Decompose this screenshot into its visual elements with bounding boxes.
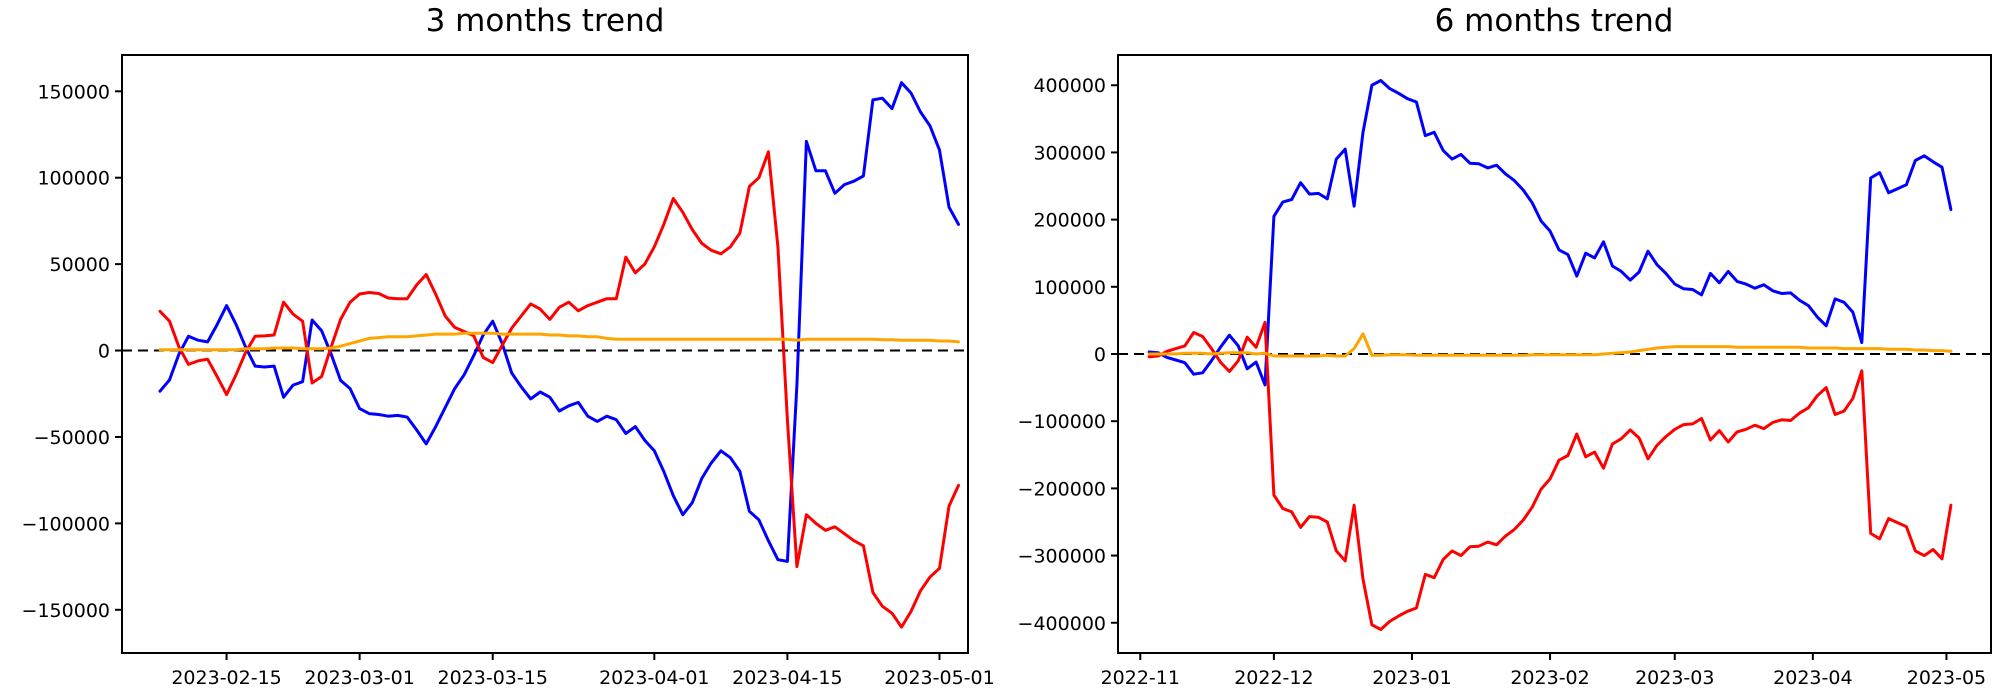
series-line-red — [1147, 320, 1953, 631]
y-tick-label: 0 — [1094, 344, 1106, 366]
series-line-blue — [158, 81, 960, 563]
x-tick-label: 2023-02-15 — [171, 667, 281, 689]
y-tick-label: 150000 — [37, 81, 110, 103]
y-tick-label: 50000 — [50, 254, 110, 276]
series-line-orange — [1147, 332, 1953, 358]
subplot-1: 2022-11 2022-12 2023-01 2023-02 2023-03 2023-… — [1018, 54, 1992, 689]
x-tick-label: 2023-02 — [1510, 667, 1589, 689]
y-tick-label: 300000 — [1033, 142, 1106, 164]
y-tick-label: −150000 — [22, 600, 110, 622]
y-tick-label: −400000 — [1018, 613, 1106, 635]
subplot-0: 2023-02-15 2023-03-01 2023-03-15 2023-04-01… — [22, 54, 995, 689]
x-tick-label: 2022-12 — [1234, 667, 1313, 689]
plot-border — [121, 54, 969, 654]
y-tick-label: 100000 — [37, 168, 110, 190]
x-tick-label: 2023-04-01 — [599, 667, 709, 689]
chart-title-3-months: 3 months trend — [425, 3, 665, 39]
y-tick-label: −300000 — [1018, 546, 1106, 568]
series-line-red — [158, 150, 960, 629]
x-tick-label: 2023-03-01 — [304, 667, 414, 689]
x-tick-label: 2022-11 — [1101, 667, 1180, 689]
series-line-orange — [158, 331, 960, 352]
y-tick-label: 100000 — [1033, 277, 1106, 299]
x-tick-label: 2023-05-01 — [884, 667, 994, 689]
y-tick-label: 200000 — [1033, 210, 1106, 232]
x-tick-label: 2023-04 — [1773, 667, 1852, 689]
y-tick-label: −100000 — [22, 513, 110, 535]
x-tick-label: 2023-05 — [1907, 667, 1986, 689]
x-tick-label: 2023-01 — [1372, 667, 1451, 689]
x-tick-label: 2023-04-15 — [732, 667, 842, 689]
plot-border — [1117, 54, 1992, 654]
y-tick-label: 400000 — [1033, 75, 1106, 97]
series-line-blue — [1147, 79, 1953, 387]
y-tick-label: −200000 — [1018, 478, 1106, 500]
x-tick-label: 2023-03-15 — [438, 667, 548, 689]
y-tick-label: −100000 — [1018, 411, 1106, 433]
y-tick-label: −50000 — [34, 427, 110, 449]
x-tick-label: 2023-03 — [1635, 667, 1714, 689]
y-tick-label: 0 — [98, 341, 110, 363]
chart-title-6-months: 6 months trend — [1434, 3, 1674, 39]
